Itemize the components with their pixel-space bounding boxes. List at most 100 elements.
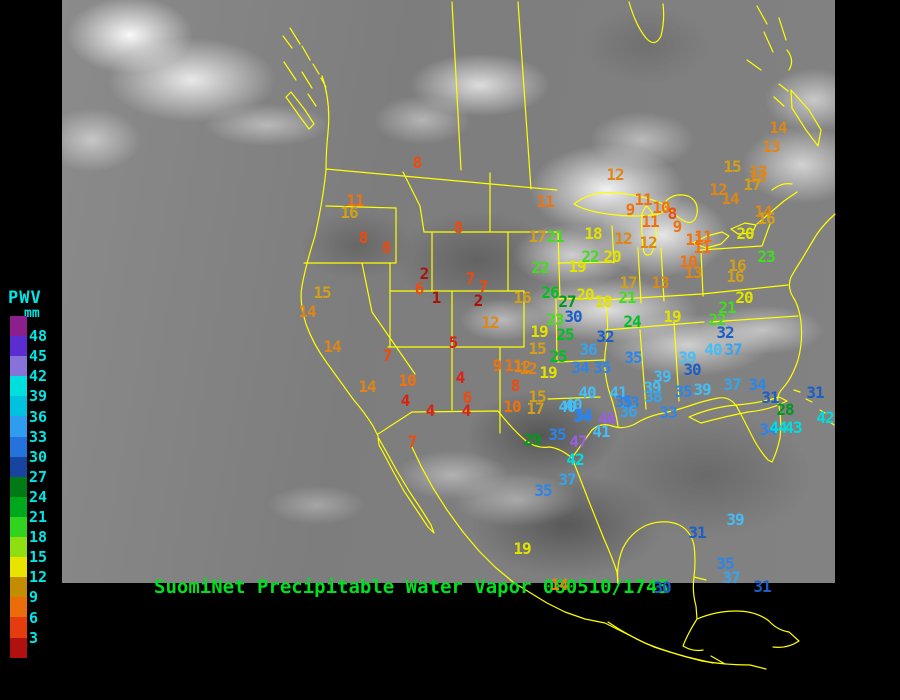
- legend-segment: [10, 456, 27, 477]
- legend-segment: [10, 356, 27, 377]
- station-value: 6: [462, 388, 473, 407]
- station-value: 19: [530, 322, 548, 341]
- station-value: 34: [748, 375, 766, 394]
- station-value: 15: [723, 157, 741, 176]
- coastline-east-gulf: [571, 213, 836, 463]
- station-value: 41: [609, 383, 627, 402]
- legend-tick-label: 12: [29, 568, 48, 587]
- station-value: 40: [704, 340, 722, 359]
- station-value: 17: [528, 227, 546, 246]
- legend-segment: [10, 537, 27, 558]
- legend-tick-label: 6: [29, 608, 39, 627]
- caption: SuomiNet Precipitable Water Vapor 080510…: [154, 576, 669, 598]
- station-value: 9: [672, 217, 683, 236]
- legend-segment: [10, 617, 27, 638]
- station-value: 16: [728, 256, 746, 275]
- legend-tick-label: 21: [29, 508, 48, 526]
- station-value: 11: [693, 238, 711, 257]
- legend-segment: [10, 316, 27, 337]
- station-value: 11: [641, 212, 659, 231]
- station-value: 39: [643, 378, 661, 397]
- station-value: 8: [453, 218, 464, 237]
- station-value: 12: [606, 165, 624, 184]
- lake-ontario: [730, 222, 757, 235]
- station-value: 16: [513, 288, 531, 307]
- coastline-bc: [282, 27, 317, 107]
- station-value: 35: [674, 382, 692, 401]
- station-value: 8: [412, 153, 423, 172]
- legend-tick-label: 48: [29, 327, 48, 346]
- station-value: 9: [492, 356, 503, 375]
- station-value: 40: [564, 395, 582, 414]
- station-value: 21: [546, 227, 564, 246]
- station-value: 37: [723, 375, 741, 394]
- station-value: 10: [679, 252, 697, 271]
- station-value: 12: [614, 229, 632, 248]
- station-value: 4: [455, 368, 466, 387]
- cuba: [688, 396, 788, 424]
- station-value: 40: [578, 383, 596, 402]
- station-value: 37: [558, 470, 576, 489]
- baja-california: [377, 436, 435, 534]
- legend-tick-label: 15: [29, 548, 48, 567]
- station-value: 19: [568, 257, 586, 276]
- legend-segment: [10, 516, 27, 538]
- station-value: 19: [663, 307, 681, 326]
- station-value: 27: [558, 292, 576, 311]
- station-value: 11: [694, 227, 712, 246]
- station-value: 29: [523, 430, 541, 449]
- station-value: 12: [513, 357, 531, 376]
- station-value: 37: [724, 340, 742, 359]
- station-value: 13: [651, 273, 669, 292]
- border-mexico: [377, 410, 573, 459]
- legend: PWV mm 48 45 42 39 36 33 30 27 24 21 18 15 12 9 6 3: [0, 288, 62, 680]
- station-value: 8: [667, 204, 678, 223]
- station-value: 7: [465, 269, 476, 288]
- station-value: 31: [753, 577, 771, 596]
- station-value: 14: [298, 302, 316, 321]
- station-value: 38: [644, 387, 662, 406]
- legend-segment: [10, 577, 27, 598]
- legend-tick-label: 36: [29, 407, 48, 426]
- station-value: 46: [598, 409, 616, 428]
- station-value: 34: [573, 407, 591, 426]
- station-value: 1: [431, 288, 442, 307]
- station-value: 36: [579, 340, 597, 359]
- station-value: 11: [504, 356, 522, 375]
- station-value: 12: [639, 233, 657, 252]
- station-value: 10: [398, 371, 416, 390]
- legend-tick-label: 3: [29, 628, 39, 647]
- station-value: 4: [400, 391, 411, 410]
- legend-segment: [10, 557, 27, 578]
- maritimes: [756, 83, 822, 225]
- station-value: 2: [419, 264, 430, 283]
- legend-tick-label: 33: [29, 427, 48, 446]
- station-value: 30: [653, 578, 671, 597]
- legend-colorbar: [10, 316, 27, 658]
- station-value: 43: [784, 418, 802, 437]
- station-value: 14: [323, 337, 341, 356]
- station-value: 7: [382, 346, 393, 365]
- station-value: 32: [596, 327, 614, 346]
- station-value: 42: [566, 450, 584, 469]
- station-value: 25: [549, 347, 567, 366]
- station-value: 14: [769, 118, 787, 137]
- station-value: 15: [528, 387, 546, 406]
- station-value: 39: [678, 348, 696, 367]
- station-value: 21: [718, 298, 736, 317]
- legend-tick-label: 30: [29, 447, 48, 466]
- legend-tick-label: 45: [29, 347, 48, 366]
- station-value: 11: [634, 190, 652, 209]
- station-value: 6: [414, 279, 425, 298]
- station-value: 35: [624, 348, 642, 367]
- lake-michigan: [641, 205, 657, 256]
- station-value: 16: [726, 267, 744, 286]
- station-value: 13: [762, 137, 780, 156]
- station-value: 4: [461, 401, 472, 420]
- station-value: 16: [757, 209, 775, 228]
- legend-tick-label: 24: [29, 487, 48, 506]
- station-value: 19: [513, 539, 531, 558]
- station-value: 22: [531, 258, 549, 277]
